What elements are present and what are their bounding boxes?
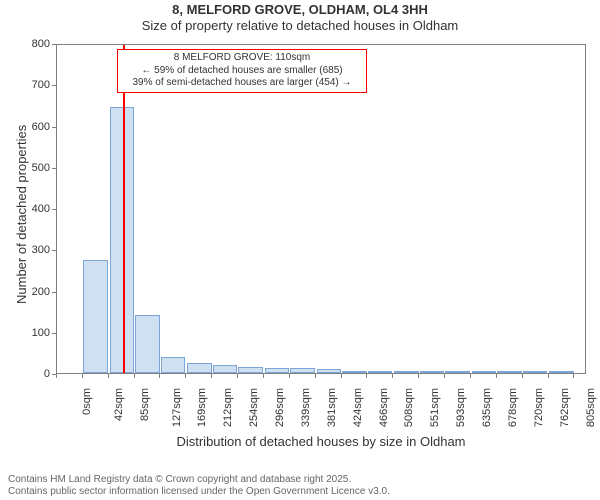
x-tick-label: 85sqm [139, 388, 151, 421]
y-tick-mark [52, 209, 56, 210]
x-tick-label: 254sqm [248, 388, 260, 427]
x-tick-label: 0sqm [81, 388, 93, 415]
y-tick-label: 500 [20, 162, 50, 174]
y-tick-label: 200 [20, 286, 50, 298]
plot-area: 8 MELFORD GROVE: 110sqm ← 59% of detache… [56, 44, 586, 374]
histogram-bar [213, 365, 238, 373]
x-axis-label: Distribution of detached houses by size … [56, 434, 586, 449]
x-tick-label: 762sqm [559, 388, 571, 427]
y-tick-mark [52, 333, 56, 334]
y-tick-mark [52, 292, 56, 293]
x-tick-label: 720sqm [533, 388, 545, 427]
x-tick-mark [444, 374, 445, 378]
x-tick-mark [134, 374, 135, 378]
histogram-bar [472, 371, 497, 373]
y-tick-label: 100 [20, 327, 50, 339]
title-line-1: 8, MELFORD GROVE, OLDHAM, OL4 3HH [0, 2, 600, 18]
x-tick-mark [470, 374, 471, 378]
y-tick-label: 300 [20, 244, 50, 256]
x-tick-mark [548, 374, 549, 378]
x-tick-mark [366, 374, 367, 378]
x-tick-label: 805sqm [585, 388, 597, 427]
footer-line-2: Contains public sector information licen… [8, 486, 390, 498]
footer-line-1: Contains HM Land Registry data © Crown c… [8, 474, 390, 486]
x-tick-mark [159, 374, 160, 378]
x-tick-mark [418, 374, 419, 378]
x-tick-label: 593sqm [455, 388, 467, 427]
y-tick-label: 700 [20, 79, 50, 91]
x-tick-label: 127sqm [171, 388, 183, 427]
x-tick-mark [108, 374, 109, 378]
y-tick-label: 400 [20, 203, 50, 215]
x-tick-mark [315, 374, 316, 378]
histogram-bar [549, 371, 574, 373]
y-tick-mark [52, 168, 56, 169]
y-tick-label: 600 [20, 121, 50, 133]
x-tick-label: 466sqm [378, 388, 390, 427]
x-tick-mark [82, 374, 83, 378]
histogram-bar [265, 368, 290, 373]
x-tick-label: 296sqm [274, 388, 286, 427]
y-tick-label: 0 [20, 368, 50, 380]
annotation-line-3: 39% of semi-detached houses are larger (… [124, 77, 360, 90]
histogram-bar [342, 371, 367, 373]
annotation-line-1: 8 MELFORD GROVE: 110sqm [124, 52, 360, 65]
histogram-bar [368, 371, 393, 373]
x-tick-mark [185, 374, 186, 378]
histogram-bar [238, 367, 263, 373]
histogram-bar [497, 371, 522, 373]
y-tick-mark [52, 44, 56, 45]
y-tick-mark [52, 250, 56, 251]
x-tick-label: 551sqm [429, 388, 441, 427]
y-tick-mark [52, 85, 56, 86]
histogram-bar [135, 315, 160, 373]
x-tick-mark [496, 374, 497, 378]
histogram-bar [445, 371, 470, 373]
histogram-bar [420, 371, 445, 373]
y-tick-mark [52, 127, 56, 128]
title-line-2: Size of property relative to detached ho… [0, 18, 600, 34]
x-tick-mark [289, 374, 290, 378]
x-tick-mark [573, 374, 574, 378]
histogram-bar [83, 260, 108, 373]
x-tick-mark [237, 374, 238, 378]
x-tick-label: 169sqm [197, 388, 209, 427]
x-tick-label: 339sqm [300, 388, 312, 427]
marker-line [123, 45, 125, 373]
y-tick-label: 800 [20, 38, 50, 50]
histogram-bar [523, 371, 548, 373]
x-tick-label: 212sqm [222, 388, 234, 427]
x-tick-mark [211, 374, 212, 378]
histogram-bar [161, 357, 186, 373]
histogram-bar [290, 368, 315, 373]
annotation-line-2: ← 59% of detached houses are smaller (68… [124, 65, 360, 78]
histogram-bar [110, 107, 135, 373]
x-tick-mark [522, 374, 523, 378]
annotation-box: 8 MELFORD GROVE: 110sqm ← 59% of detache… [117, 49, 367, 93]
footer-attribution: Contains HM Land Registry data © Crown c… [8, 474, 390, 498]
x-tick-mark [341, 374, 342, 378]
x-tick-mark [392, 374, 393, 378]
x-tick-label: 42sqm [113, 388, 125, 421]
histogram-bar [394, 371, 419, 373]
chart-title: 8, MELFORD GROVE, OLDHAM, OL4 3HH Size o… [0, 2, 600, 35]
histogram-bar [187, 363, 212, 373]
x-tick-mark [263, 374, 264, 378]
x-tick-label: 678sqm [507, 388, 519, 427]
x-tick-label: 424sqm [352, 388, 364, 427]
chart-container: { "chart": { "type": "histogram", "title… [0, 0, 600, 500]
x-tick-label: 635sqm [481, 388, 493, 427]
x-tick-label: 381sqm [326, 388, 338, 427]
x-tick-mark [56, 374, 57, 378]
x-tick-label: 508sqm [404, 388, 416, 427]
histogram-bar [317, 369, 342, 373]
